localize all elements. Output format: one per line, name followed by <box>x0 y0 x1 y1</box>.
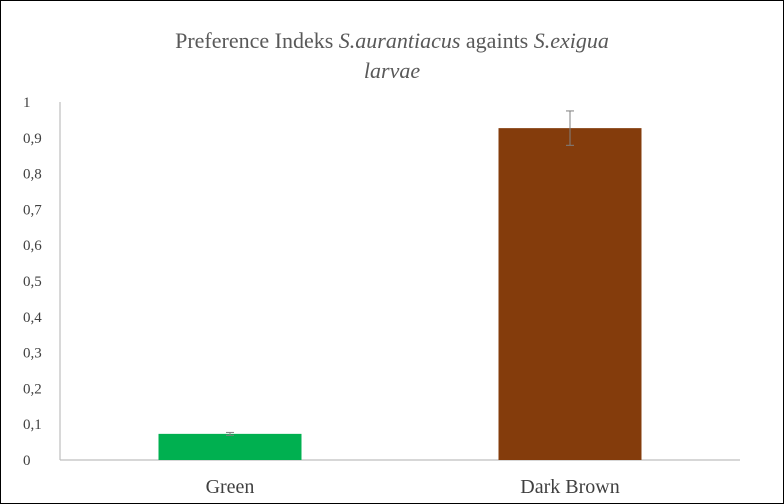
chart-title-species-2: S.exigua <box>533 28 609 53</box>
bar <box>498 128 642 460</box>
chart-title-text-2: againts <box>460 28 534 53</box>
y-tick-label: 0,4 <box>23 310 42 326</box>
x-category-label: Green <box>206 476 255 498</box>
x-category-label: Dark Brown <box>520 476 619 498</box>
y-tick-label: 0,2 <box>23 381 42 397</box>
y-tick-label: 1 <box>23 95 31 111</box>
y-tick-label: 0 <box>23 453 31 469</box>
y-tick-label: 0,5 <box>23 274 42 290</box>
y-tick-label: 0,9 <box>23 131 42 147</box>
y-tick-label: 0,6 <box>23 238 42 254</box>
y-tick-label: 0,1 <box>23 417 42 433</box>
bar <box>158 433 302 460</box>
y-tick-label: 0,8 <box>23 167 42 183</box>
y-tick-label: 0,3 <box>23 346 42 362</box>
chart-title-species-1: S.aurantiacus <box>338 28 461 53</box>
chart-title-line-2: larvae <box>363 58 421 83</box>
chart-title: Preference Indeks S.aurantiacus againts … <box>0 26 784 86</box>
chart-title-text-1: Preference Indeks <box>175 28 339 53</box>
chart-title-line-1: Preference Indeks S.aurantiacus againts … <box>0 26 784 56</box>
y-tick-label: 0,7 <box>23 202 42 218</box>
